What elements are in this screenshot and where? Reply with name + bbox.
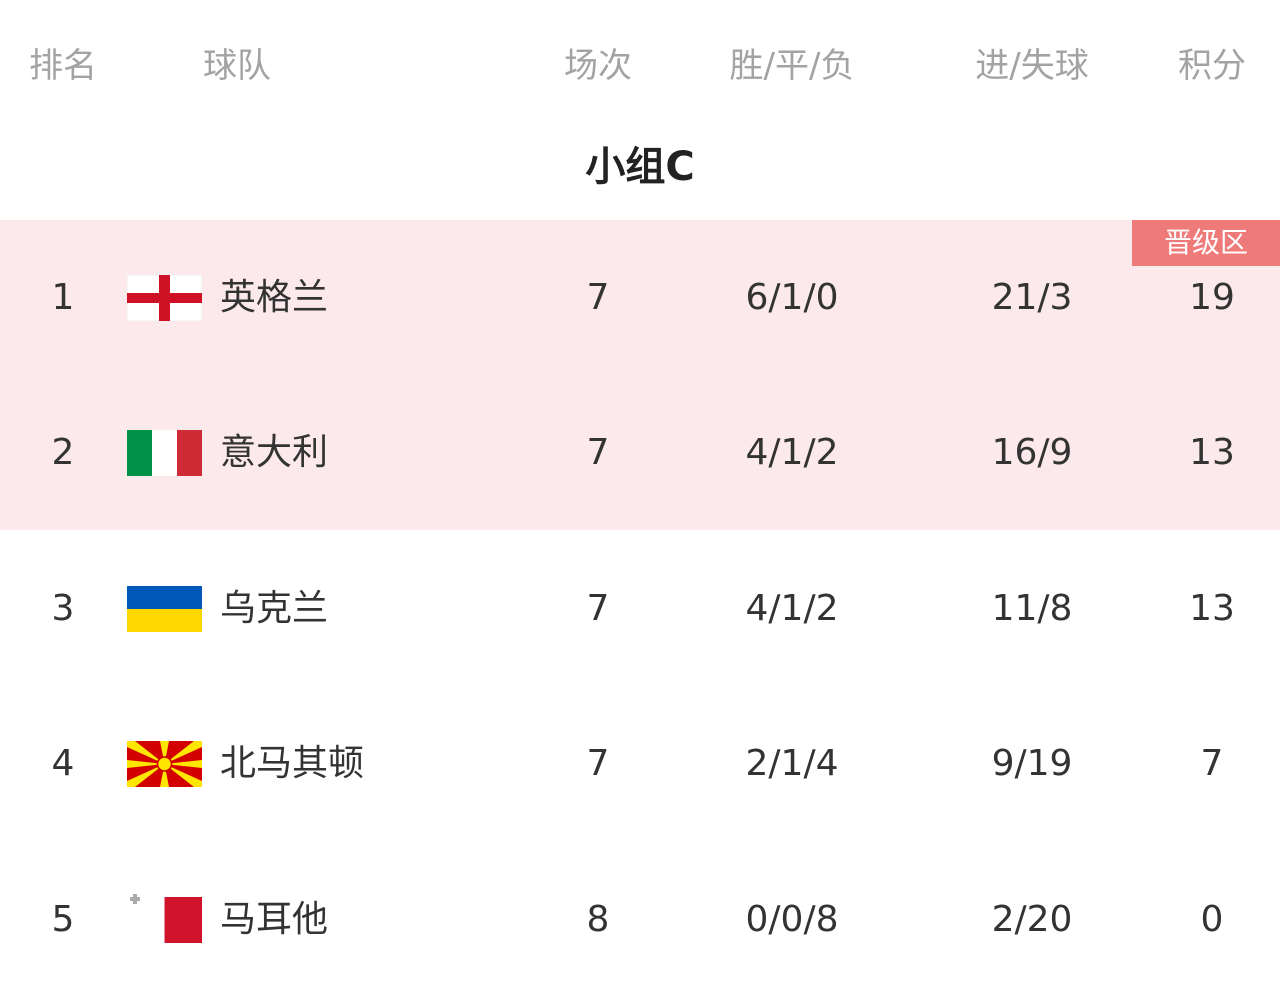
played: 7 bbox=[586, 588, 610, 629]
played: 7 bbox=[586, 432, 610, 473]
team-name[interactable]: 乌克兰 bbox=[220, 588, 329, 629]
header-team: 球队 bbox=[203, 46, 271, 86]
goals: 16/9 bbox=[991, 432, 1073, 473]
malta-flag-icon bbox=[127, 894, 202, 943]
table-row[interactable]: 4 北马其顿 7 2/1/4 9/19 7 bbox=[0, 734, 1280, 794]
wdl: 0/0/8 bbox=[745, 899, 839, 940]
rank: 1 bbox=[51, 277, 75, 318]
goals: 2/20 bbox=[991, 899, 1073, 940]
table-row[interactable]: 3 乌克兰 7 4/1/2 11/8 13 bbox=[0, 579, 1280, 639]
rank: 2 bbox=[51, 432, 75, 473]
wdl: 2/1/4 bbox=[745, 743, 839, 784]
points: 0 bbox=[1200, 899, 1224, 940]
ukraine-flag-icon bbox=[127, 586, 202, 632]
england-flag-icon bbox=[126, 274, 203, 322]
north-macedonia-flag-icon bbox=[127, 741, 202, 787]
header-points: 积分 bbox=[1178, 46, 1246, 86]
wdl: 4/1/2 bbox=[745, 432, 839, 473]
header-rank: 排名 bbox=[29, 46, 97, 86]
goals: 11/8 bbox=[991, 588, 1073, 629]
team-name[interactable]: 英格兰 bbox=[220, 277, 329, 318]
group-title: 小组C bbox=[585, 144, 695, 190]
played: 7 bbox=[586, 743, 610, 784]
header-goals: 进/失球 bbox=[975, 46, 1089, 86]
header-played: 场次 bbox=[564, 46, 632, 86]
qualify-zone bbox=[0, 220, 1280, 530]
rank: 4 bbox=[51, 743, 75, 784]
header-wdl: 胜/平/负 bbox=[729, 46, 855, 86]
qualify-badge: 晋级区 bbox=[1132, 220, 1280, 266]
points: 19 bbox=[1189, 277, 1235, 318]
table-row[interactable]: 1 英格兰 7 6/1/0 21/3 19 bbox=[0, 268, 1280, 328]
played: 7 bbox=[586, 277, 610, 318]
rank: 5 bbox=[51, 899, 75, 940]
rank: 3 bbox=[51, 588, 75, 629]
points: 13 bbox=[1189, 432, 1235, 473]
team-name[interactable]: 意大利 bbox=[220, 432, 329, 473]
wdl: 6/1/0 bbox=[745, 277, 839, 318]
goals: 21/3 bbox=[991, 277, 1073, 318]
played: 8 bbox=[586, 899, 610, 940]
goals: 9/19 bbox=[991, 743, 1073, 784]
points: 7 bbox=[1200, 743, 1224, 784]
italy-flag-icon bbox=[127, 430, 202, 476]
table-row[interactable]: 5 马耳他 8 0/0/8 2/20 0 bbox=[0, 890, 1280, 950]
wdl: 4/1/2 bbox=[745, 588, 839, 629]
table-row[interactable]: 2 意大利 7 4/1/2 16/9 13 bbox=[0, 423, 1280, 483]
team-name[interactable]: 北马其顿 bbox=[220, 743, 365, 784]
points: 13 bbox=[1189, 588, 1235, 629]
team-name[interactable]: 马耳他 bbox=[220, 899, 329, 940]
